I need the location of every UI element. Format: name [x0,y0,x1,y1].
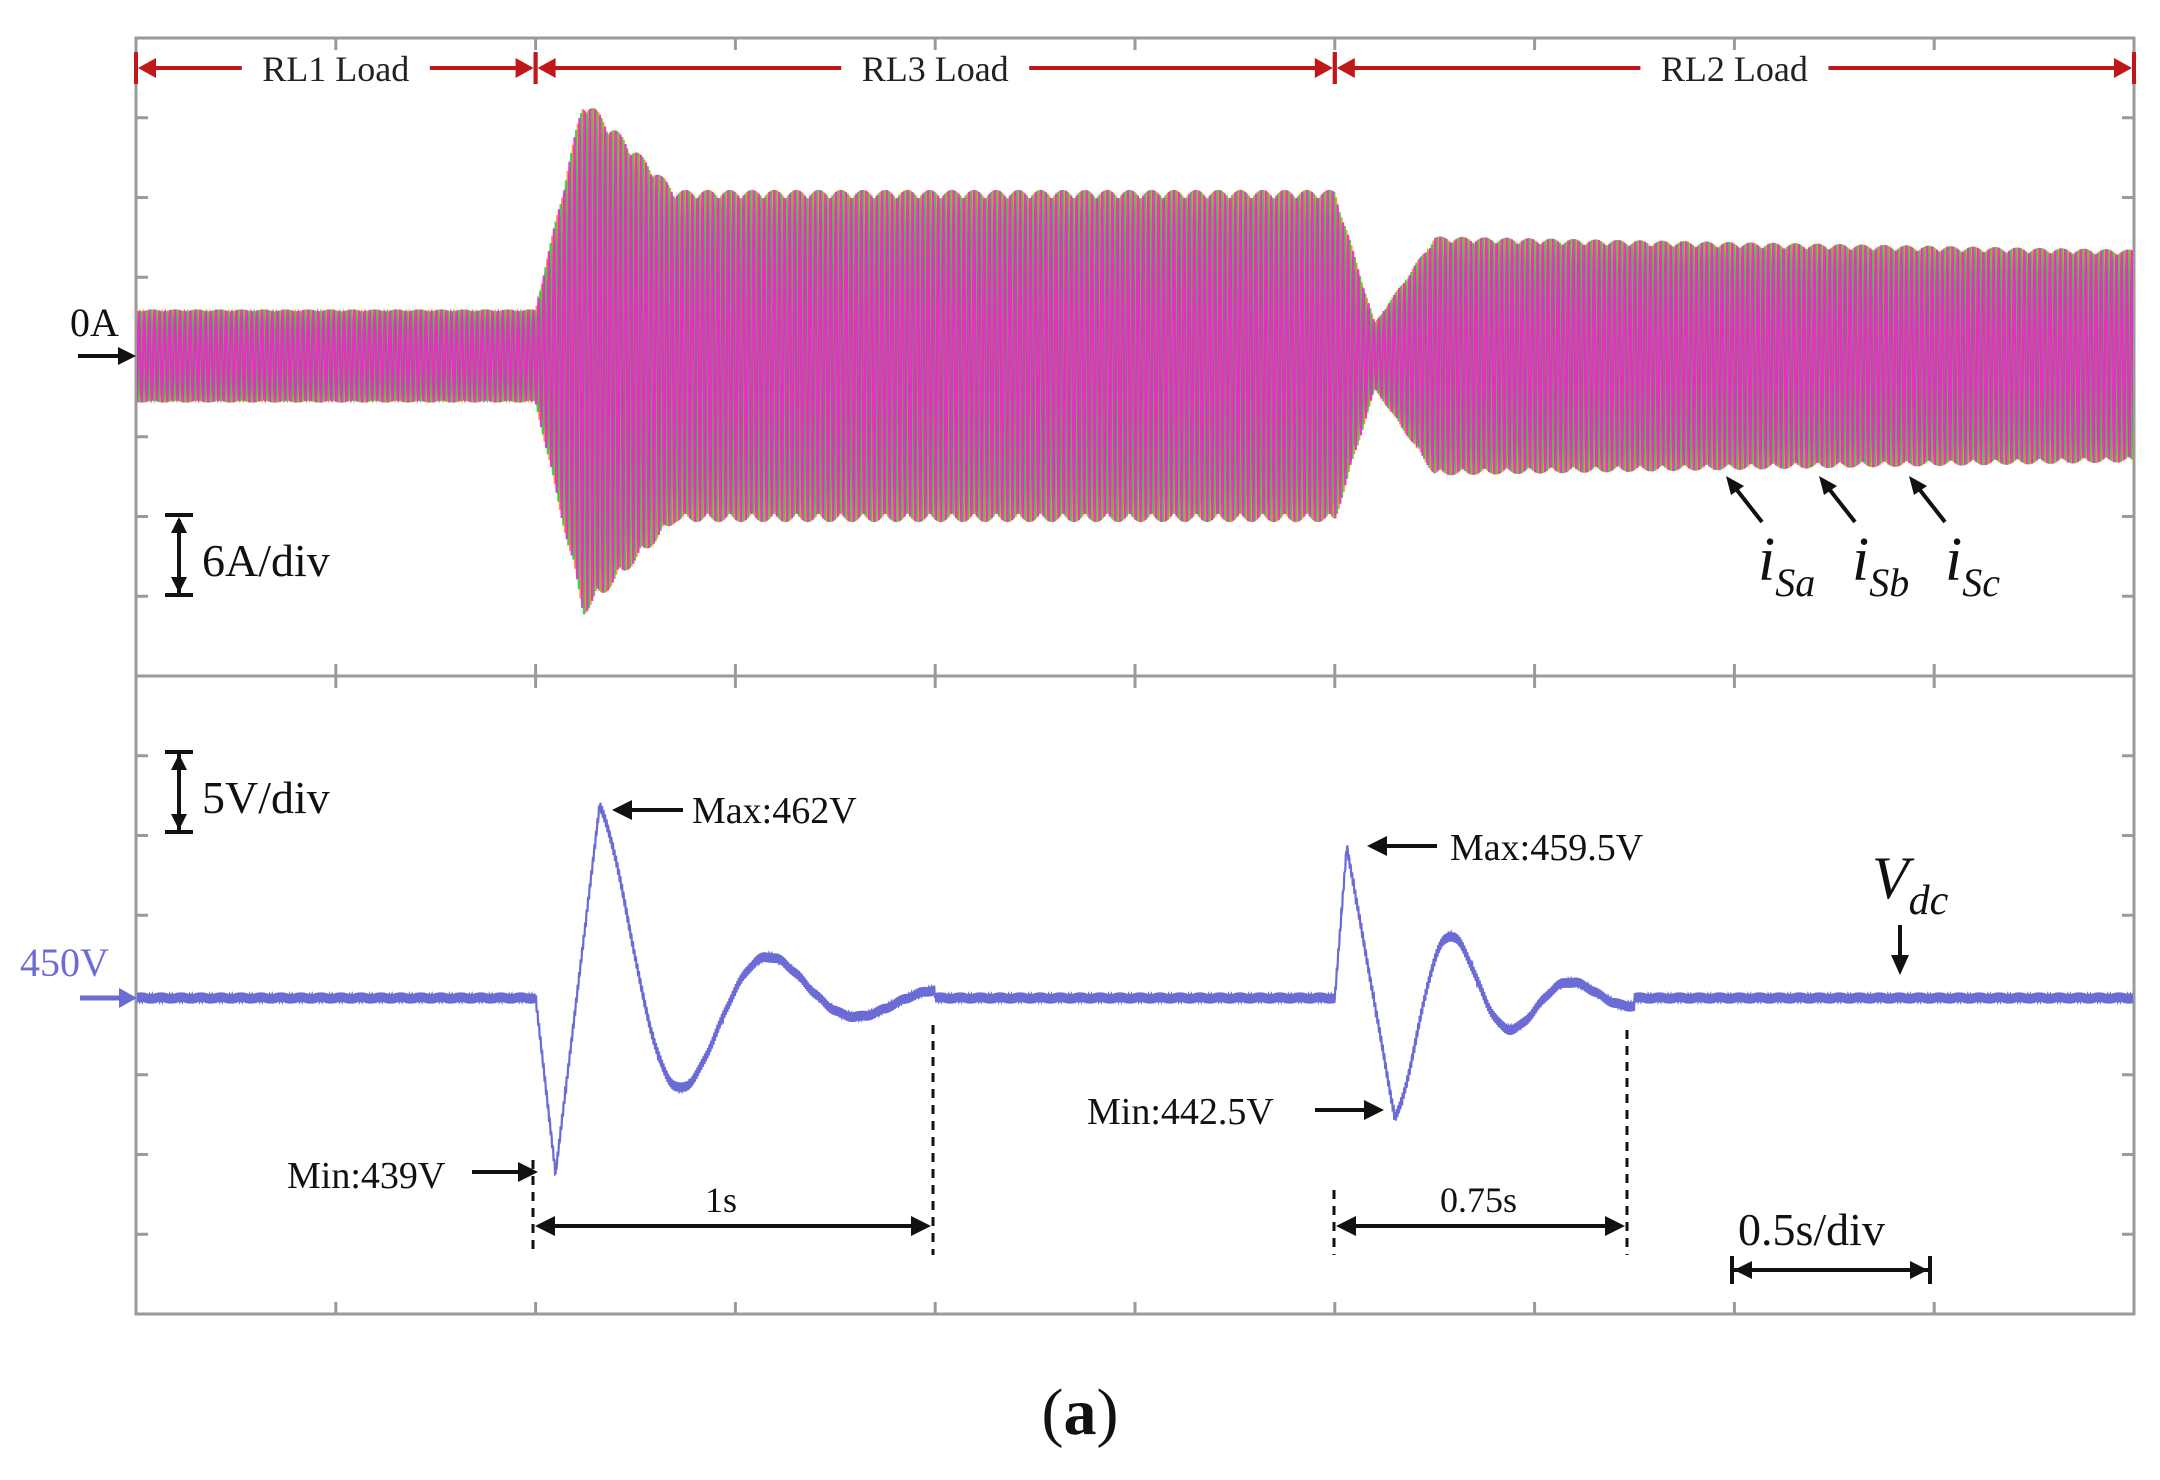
volts-div-arrowhead-down [171,814,187,830]
caption-open-paren: ( [1041,1376,1064,1449]
max2-arrowhead [1367,836,1387,856]
load-segments: RL1 Load RL3 Load RL2 Load [134,49,2136,89]
zero-current-arrowhead [118,347,136,365]
grid [136,38,2134,1314]
bottom-panel-frame [134,674,2136,1316]
volts-div-arrowhead-up [171,754,187,770]
segment-label-0: RL1 Load [262,49,409,89]
amps-div-arrowhead-down [171,577,187,593]
isb-sub: Sb [1869,560,1909,605]
segment-arrowhead [2114,58,2132,78]
min2-label: Min:442.5V [1087,1091,1274,1133]
settle1-head-right [911,1216,931,1236]
caption-letter: a [1063,1376,1097,1449]
current-isc [137,108,2133,612]
vdc-pointer-head [1891,955,1909,975]
isa-sub: Sa [1775,560,1815,605]
segment-label-1: RL3 Load [862,49,1009,89]
zero-current-label: 0A [70,300,119,345]
current-isb [137,108,2133,615]
isc-main: i [1945,526,1962,594]
segment-arrowhead [537,58,556,78]
segment-label-2: RL2 Load [1661,49,1808,89]
time-per-div-label: 0.5s/div [1738,1204,1885,1255]
settle2-head-left [1336,1216,1356,1236]
isb-pointer-head [1819,476,1837,495]
volts-per-div-label: 5V/div [202,772,330,823]
isa-pointer [1731,483,1764,524]
isa-main: i [1758,526,1775,594]
settle1-head-left [535,1216,555,1236]
annotations: 0A 6A/div iSa iSb iSc 5V [20,300,2000,1284]
caption-close-paren: ) [1096,1376,1119,1449]
settle1-label: 1s [705,1180,737,1220]
isa-pointer-head [1726,476,1744,495]
isc-sub: Sc [1962,560,2000,605]
vdc-waveform [137,802,2133,1177]
isb-pointer [1824,483,1857,524]
isc-pointer-head [1909,476,1927,495]
svg-text:Vdc: Vdc [1872,845,1949,924]
segment-arrowhead [1336,58,1355,78]
amps-div-arrowhead-up [171,517,187,533]
isb-main: i [1852,526,1869,594]
max2-label: Max:459.5V [1450,827,1644,869]
vdc-sub: dc [1909,878,1949,924]
settle2-label: 0.75s [1440,1180,1517,1220]
reference-voltage-arrowhead [119,988,137,1008]
segment-arrowhead [138,58,156,78]
segment-arrowhead [1314,58,1333,78]
reference-voltage-label: 450V [20,940,109,985]
current-waveforms [137,108,2133,615]
isc-pointer [1914,483,1947,524]
segment-arrowhead [515,58,534,78]
time-div-head-right [1910,1261,1928,1279]
settle2-head-right [1605,1216,1625,1236]
figure-caption: (a) [0,1375,2160,1451]
amps-per-div-label: 6A/div [202,535,330,586]
svg-text:iSc: iSc [1945,526,2000,605]
vdc-trace [137,802,2133,1177]
min1-arrowhead [518,1162,538,1182]
svg-text:iSa: iSa [1758,526,1815,605]
vdc-main: V [1872,845,1915,911]
max1-label: Max:462V [692,790,857,832]
isc-label: iSc [1909,476,2000,605]
min2-arrowhead [1364,1100,1384,1120]
time-div-head-left [1734,1261,1752,1279]
isb-label: iSb [1819,476,1909,605]
max1-arrowhead [612,800,632,820]
svg-text:iSb: iSb [1852,526,1909,605]
isa-label: iSa [1726,476,1815,605]
min1-label: Min:439V [287,1155,446,1197]
